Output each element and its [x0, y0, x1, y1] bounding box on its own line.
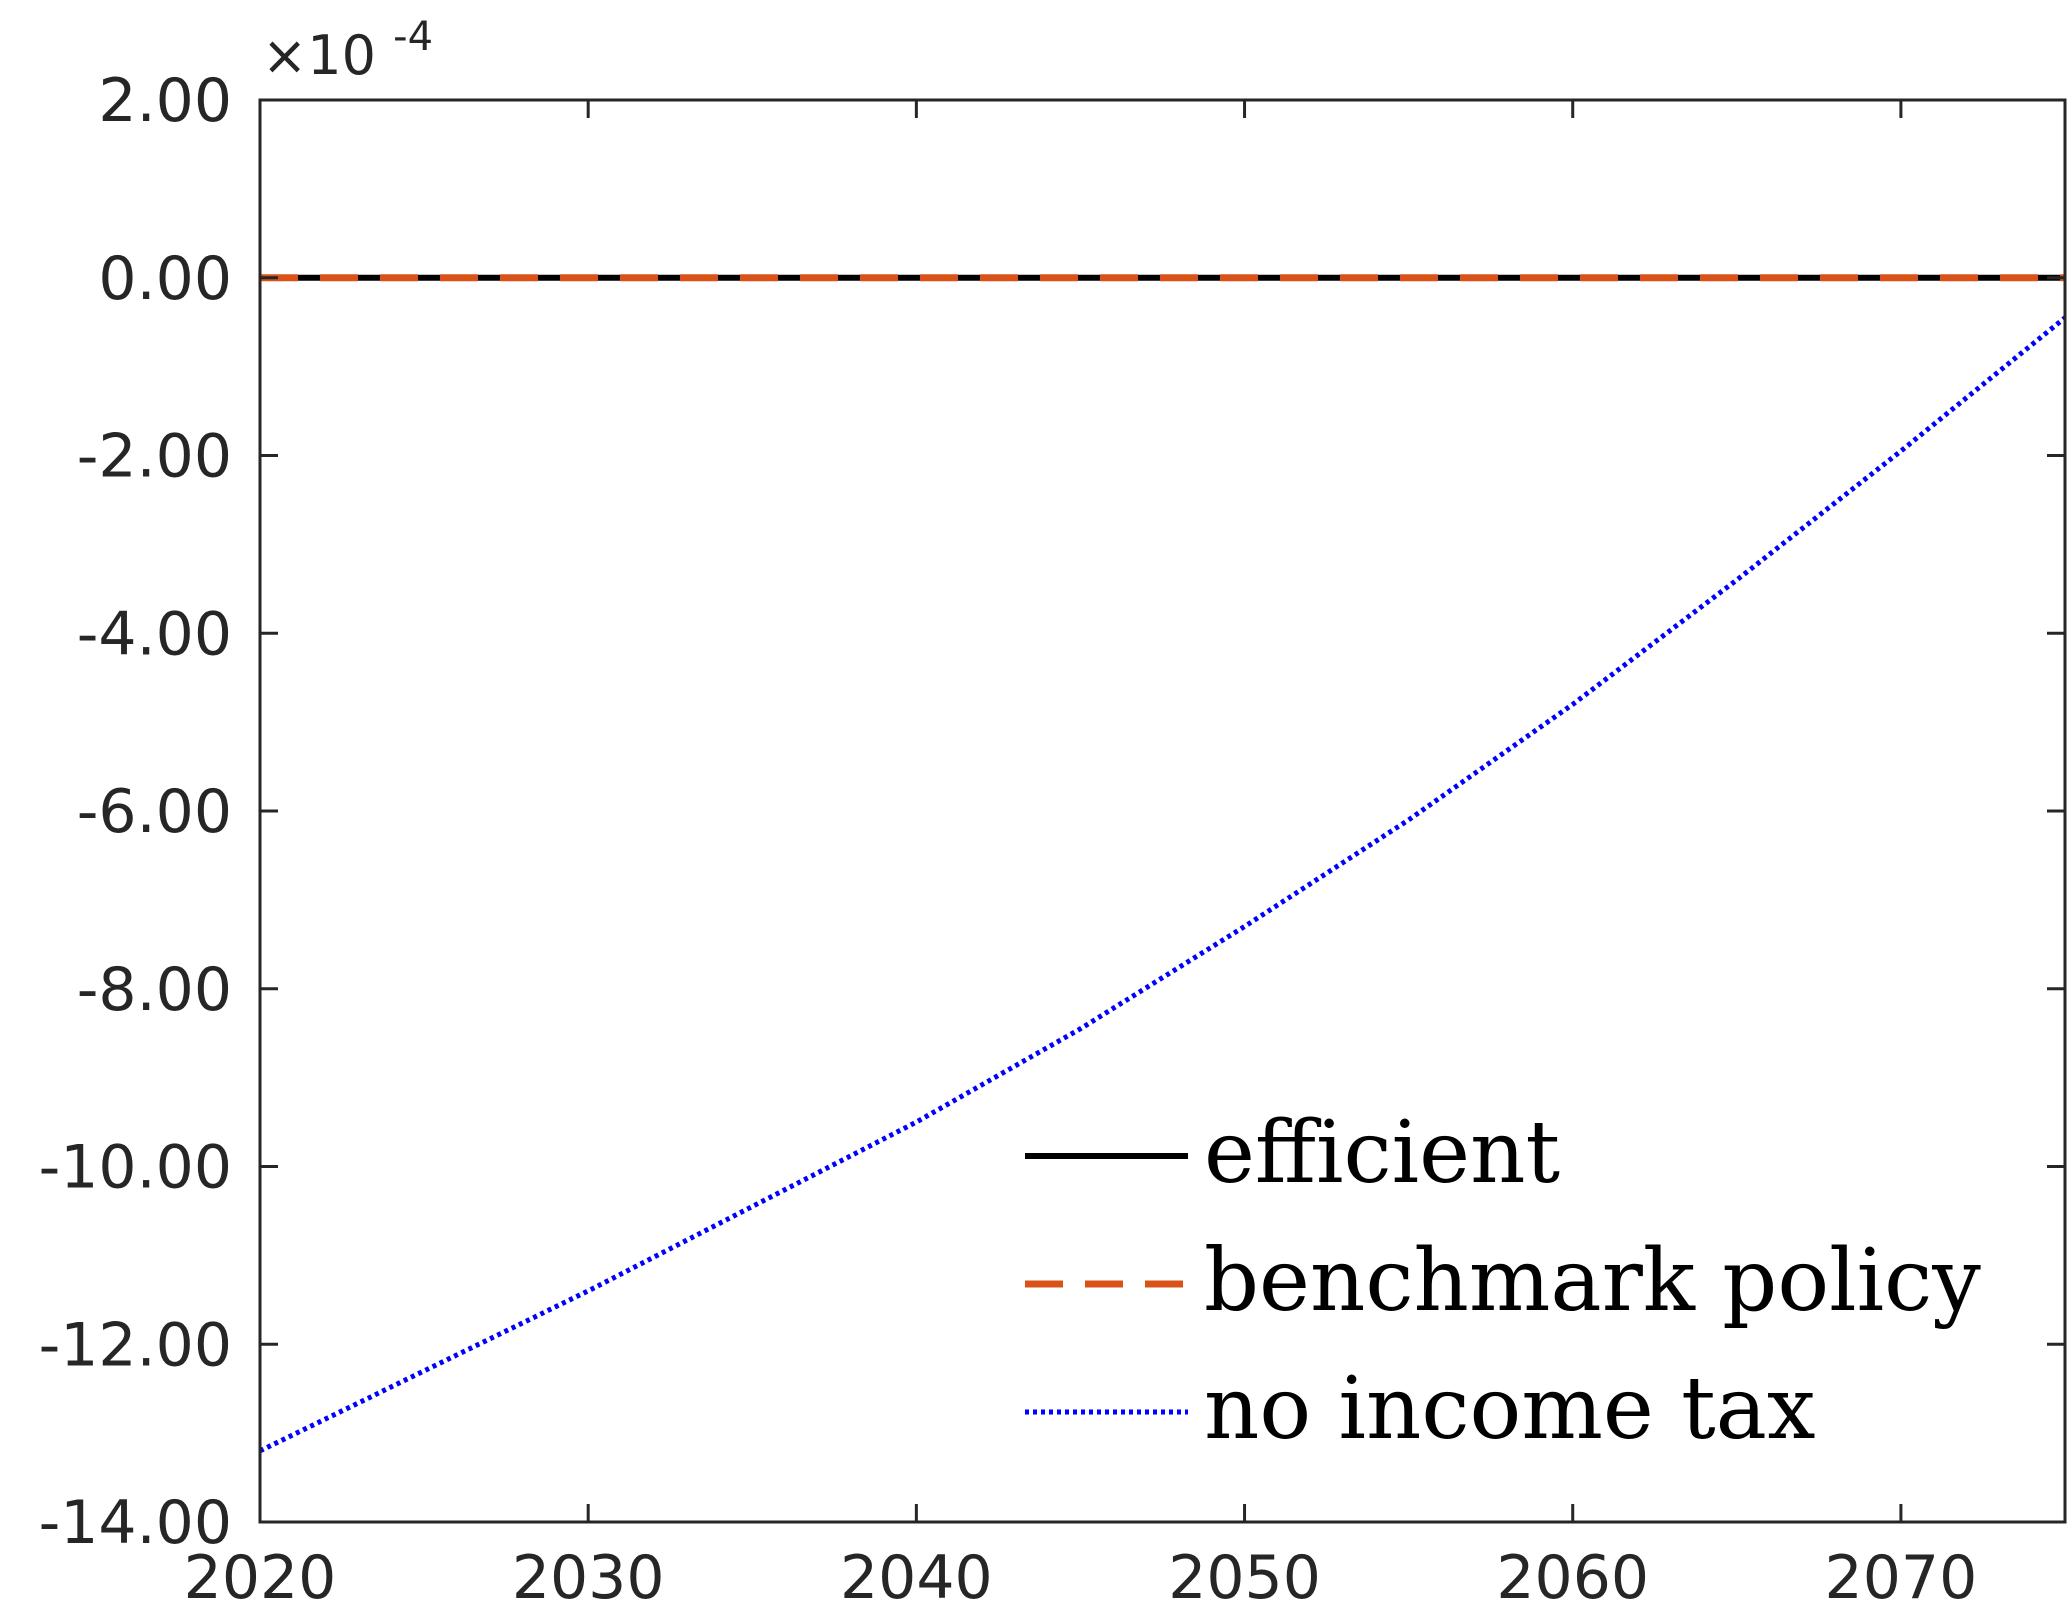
y-tick-label: -10.00	[39, 1133, 232, 1203]
legend-label-benchmark-policy: benchmark policy	[1204, 1231, 1981, 1331]
ticks-layer	[258, 98, 2065, 1524]
y-axis-multiplier: ×10 -4	[262, 14, 433, 87]
y-tick-label: -6.00	[77, 777, 232, 847]
y-multiplier-base: ×10	[262, 24, 376, 87]
legend: efficient benchmark policy no income tax	[1025, 1103, 1981, 1459]
y-multiplier-exponent: -4	[393, 14, 433, 60]
x-tick-label: 2020	[184, 1543, 337, 1613]
series-line-no-income-tax	[258, 315, 2067, 1454]
x-tick-label: 2060	[1496, 1543, 1649, 1613]
y-tick-label: -2.00	[77, 422, 232, 492]
x-tick-label: 2050	[1168, 1543, 1321, 1613]
y-tick-label: 2.00	[98, 66, 232, 136]
y-tick-label: 0.00	[98, 244, 232, 314]
y-tick-label: -12.00	[39, 1310, 232, 1380]
legend-label-efficient: efficient	[1204, 1103, 1560, 1203]
x-tick-label: 2030	[512, 1543, 665, 1613]
x-tick-label: 2040	[840, 1543, 993, 1613]
y-tick-label: -8.00	[77, 955, 232, 1025]
tick-labels: 2020 2030 2040 2050 2060 2070 2.00 0.00 -2.00 -4.…	[39, 66, 1978, 1613]
series-layer	[258, 274, 2067, 1454]
legend-label-no-income-tax: no income tax	[1204, 1359, 1815, 1459]
y-tick-label: -14.00	[39, 1488, 232, 1558]
x-tick-label: 2070	[1825, 1543, 1978, 1613]
y-tick-label: -4.00	[77, 599, 232, 669]
